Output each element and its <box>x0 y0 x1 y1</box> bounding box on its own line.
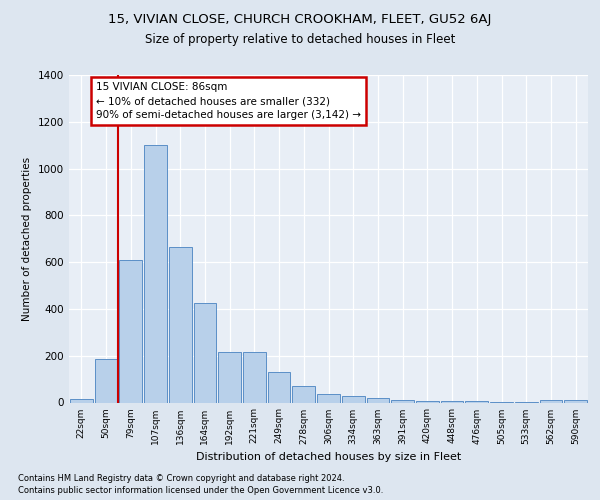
Bar <box>169 247 191 402</box>
X-axis label: Distribution of detached houses by size in Fleet: Distribution of detached houses by size … <box>196 452 461 462</box>
Text: Size of property relative to detached houses in Fleet: Size of property relative to detached ho… <box>145 32 455 46</box>
Bar <box>95 359 118 403</box>
Bar <box>416 400 439 402</box>
Bar <box>539 400 562 402</box>
Bar <box>564 400 587 402</box>
Bar <box>367 398 389 402</box>
Bar <box>144 145 167 403</box>
Text: 15, VIVIAN CLOSE, CHURCH CROOKHAM, FLEET, GU52 6AJ: 15, VIVIAN CLOSE, CHURCH CROOKHAM, FLEET… <box>109 12 491 26</box>
Y-axis label: Number of detached properties: Number of detached properties <box>22 156 32 321</box>
Text: Contains public sector information licensed under the Open Government Licence v3: Contains public sector information licen… <box>18 486 383 495</box>
Bar <box>194 303 216 402</box>
Text: Contains HM Land Registry data © Crown copyright and database right 2024.: Contains HM Land Registry data © Crown c… <box>18 474 344 483</box>
Bar <box>342 396 365 402</box>
Bar <box>391 400 414 402</box>
Bar <box>268 372 290 402</box>
Bar <box>292 386 315 402</box>
Bar <box>243 352 266 403</box>
Bar <box>119 260 142 402</box>
Bar <box>218 352 241 403</box>
Bar <box>70 399 93 402</box>
Text: 15 VIVIAN CLOSE: 86sqm
← 10% of detached houses are smaller (332)
90% of semi-de: 15 VIVIAN CLOSE: 86sqm ← 10% of detached… <box>96 82 361 120</box>
Bar <box>317 394 340 402</box>
